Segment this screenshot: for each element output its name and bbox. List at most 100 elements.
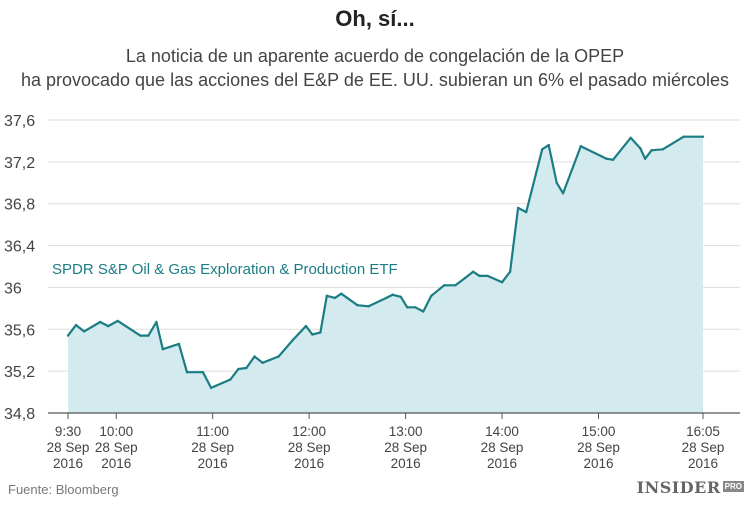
data-point [643,157,647,160]
data-point [66,334,70,337]
x-tick-label: 28 Sep [384,440,427,455]
y-tick-label: 34,8 [4,406,35,423]
data-point [304,324,308,328]
x-tick-label: 28 Sep [288,440,331,455]
data-point [325,294,329,297]
y-tick-label: 36,4 [4,239,35,256]
subtitle-line-2: ha provocado que las acciones del E&P de… [20,70,730,90]
x-tick-label: 2016 [688,456,718,471]
data-point [291,338,295,341]
x-tick-label: 28 Sep [95,440,138,455]
x-tick-label: 2016 [391,456,421,471]
data-point [319,331,322,334]
x-tick-label: 28 Sep [577,440,620,455]
series-area [68,136,703,413]
insider-pro-logo: INSIDER PRO [637,478,744,497]
data-point [340,292,343,295]
data-point [333,296,337,300]
logo-text: INSIDER [636,478,721,497]
data-point [98,320,102,324]
data-point [406,306,409,309]
data-point [486,274,489,278]
data-point [116,319,120,323]
data-point [541,148,544,151]
x-tick-label: 28 Sep [191,440,234,455]
data-point [177,342,181,346]
data-point [430,294,433,297]
data-point [82,330,86,333]
data-point [201,370,205,374]
data-point [463,276,467,280]
x-tick-label: 28 Sep [481,440,524,455]
data-point [605,157,608,160]
x-tick-label: 12:00 [292,424,326,439]
x-tick-label: 16:05 [686,424,720,439]
data-point [209,386,213,390]
data-point [561,192,565,195]
data-point [155,320,158,324]
series-label: SPDR S&P Oil & Gas Exploration & Product… [52,261,398,278]
data-point [471,270,475,273]
data-point [311,333,314,336]
data-point [367,305,370,308]
series-line [67,135,703,389]
series-points [66,135,705,390]
data-point [229,378,232,381]
y-tick-label: 36 [4,280,22,297]
data-point [391,293,394,296]
x-tick-label: 15:00 [582,424,616,439]
x-tick-label: 2016 [198,456,228,471]
y-tick-label: 37,6 [4,113,35,130]
data-point [611,158,615,161]
data-point [277,355,280,358]
y-tick-label: 37,2 [4,155,35,172]
data-point [579,144,583,148]
data-point [245,366,248,370]
data-point [139,334,142,337]
data-point [185,370,189,374]
data-point [639,147,642,150]
subtitle-line-1: La noticia de un aparente acuerdo de con… [125,46,625,66]
x-tick-label: 14:00 [485,424,519,439]
data-point [478,274,481,278]
data-point [555,181,558,184]
data-point [500,280,504,284]
x-tick-label: 13:00 [389,424,423,439]
data-point [356,304,359,307]
x-tick-label: 2016 [294,456,324,471]
chart-title: Oh, sí... [335,6,415,31]
data-point [147,334,150,337]
data-point [237,367,240,371]
data-point [516,206,520,210]
x-tick-label: 28 Sep [682,440,725,455]
x-tick-label: 10:00 [99,424,133,439]
data-point [629,136,632,139]
data-point [661,148,665,151]
data-point [399,295,402,299]
x-tick-label: 2016 [53,456,83,471]
y-tick-label: 35,2 [4,364,35,381]
data-point [682,135,685,138]
data-point [547,143,550,147]
data-point [422,310,425,313]
x-tick-label: 28 Sep [47,440,90,455]
x-tick-label: 11:00 [196,424,229,439]
x-tick-label: 2016 [487,456,517,471]
x-tick-label: 2016 [583,456,613,471]
data-point [442,284,446,287]
data-point [161,347,165,351]
data-point [508,270,512,273]
data-point [106,324,110,328]
logo-badge: PRO [722,481,744,492]
y-tick-label: 36,8 [4,197,35,214]
data-point [524,210,528,214]
y-axis-ticks: 34,8 35,2 35,6 36 36,4 36,8 37,2 37,6 [4,113,35,423]
data-point [701,135,705,138]
data-point [414,306,417,309]
source-note: Fuente: Bloomberg [8,482,119,497]
chart-subtitle: La noticia de un aparente acuerdo de con… [0,44,750,92]
data-point [253,355,256,358]
x-tick-label: 2016 [101,456,131,471]
y-tick-label: 35,6 [4,322,35,339]
